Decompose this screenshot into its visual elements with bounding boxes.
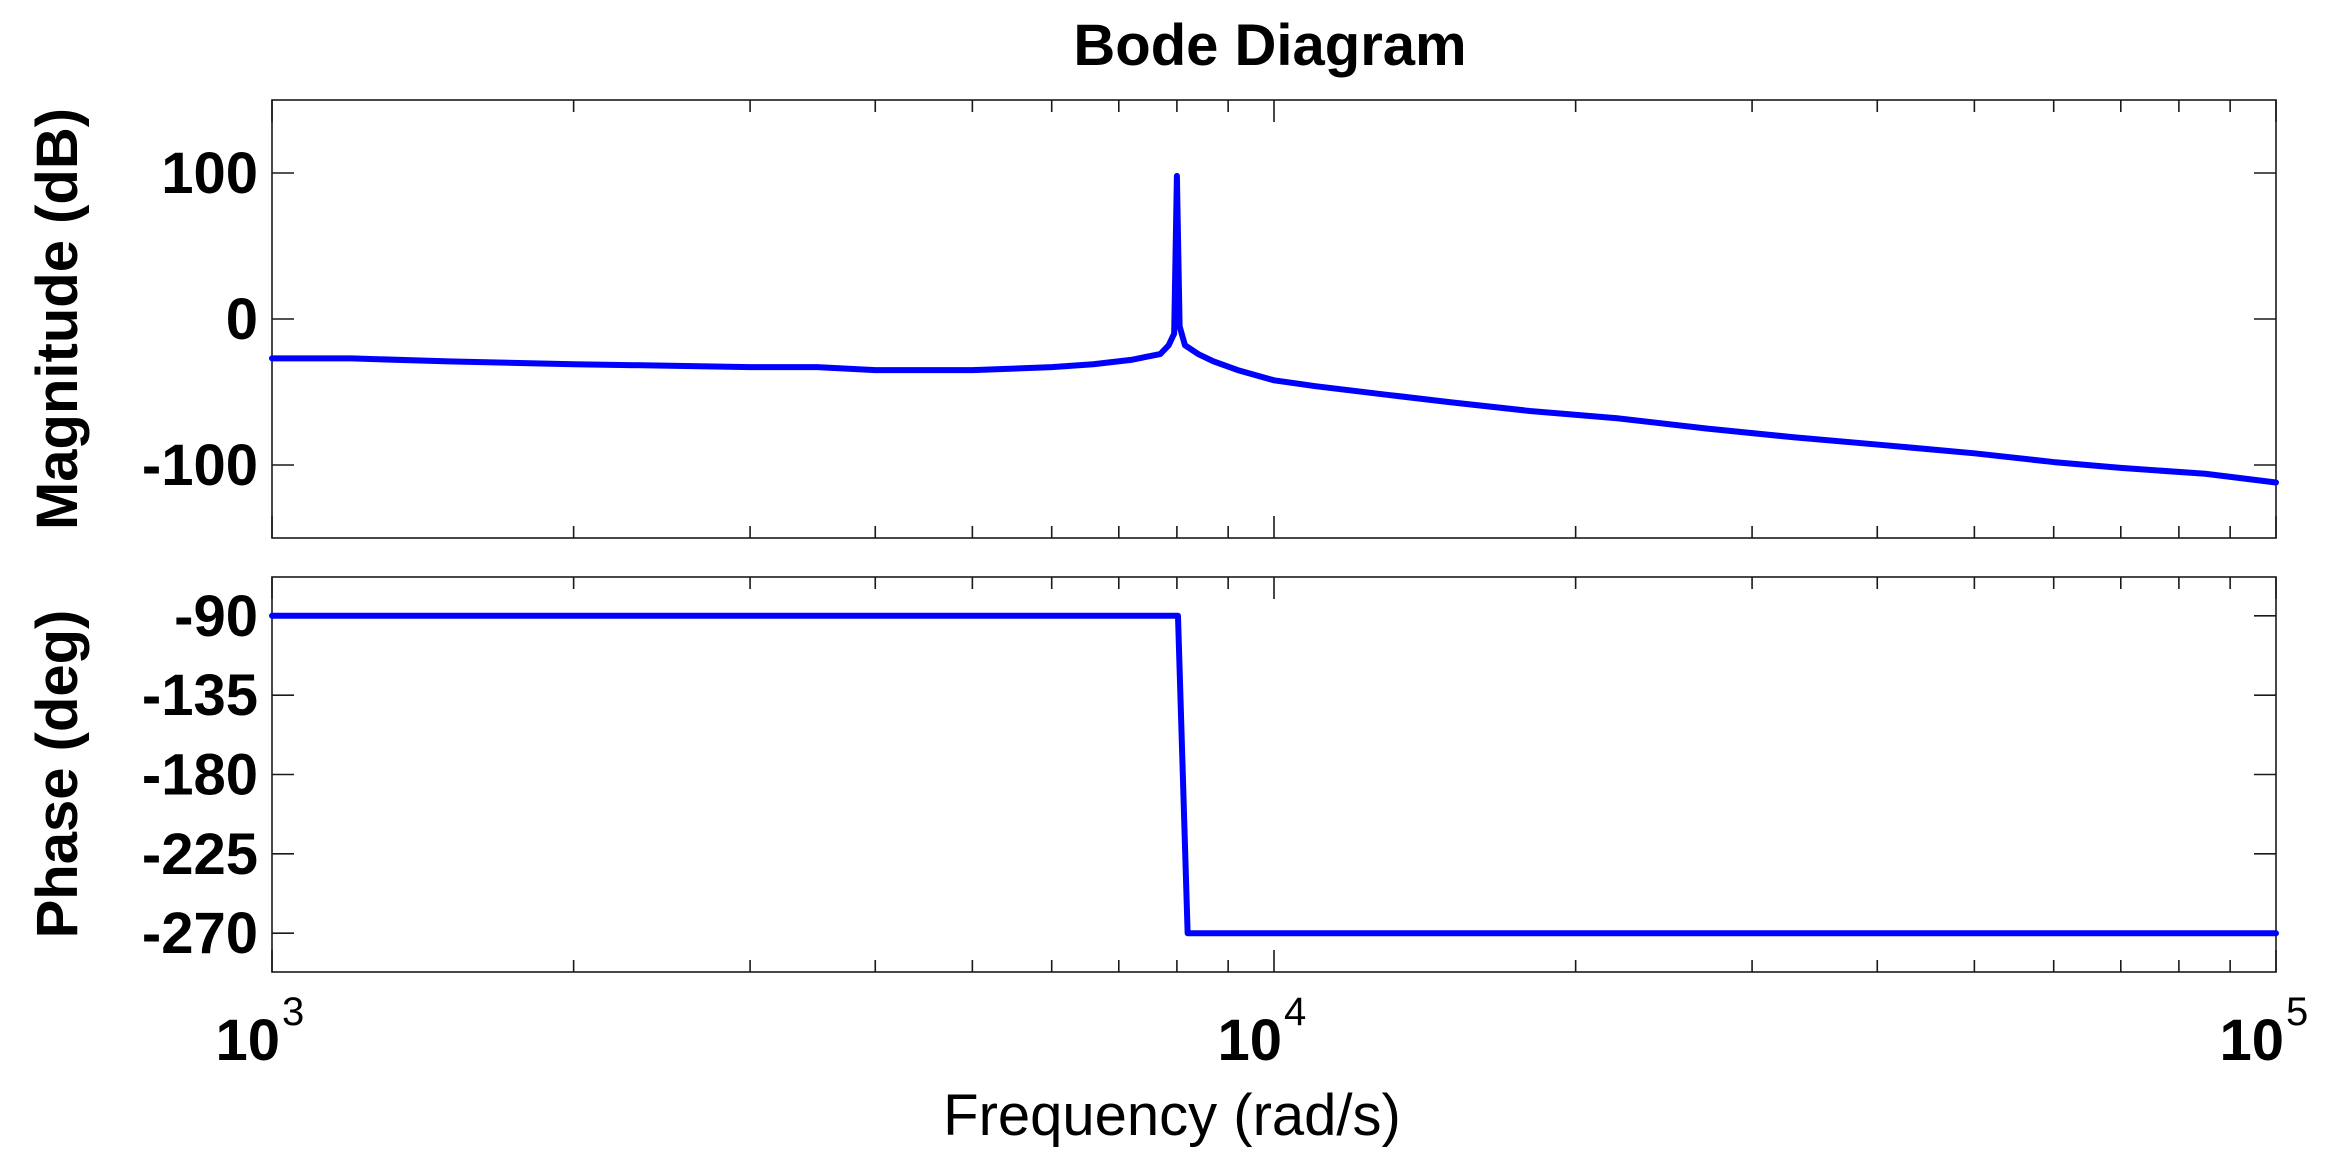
x-tick-label-exponent: 4 (1284, 990, 1306, 1034)
magnitude-y-ticks: 100 0 -100 (142, 141, 2276, 498)
magnitude-y-tick-label: 100 (161, 141, 258, 206)
magnitude-axes: 100 0 -100 Magnitude (dB) (25, 99, 2279, 539)
phase-series (269, 612, 2279, 937)
x-tick-label-base: 10 (215, 1008, 280, 1073)
magnitude-series-line (269, 172, 2279, 486)
magnitude-series (269, 172, 2279, 486)
x-tick-label-exponent: 3 (282, 990, 304, 1034)
phase-y-tick-label: -90 (174, 584, 258, 649)
phase-axes: -90 -135 -180 -225 -270 Phase (deg) (25, 576, 2279, 973)
x-tick-label-exponent: 5 (2286, 990, 2308, 1034)
x-tick-label: 10 3 (215, 990, 304, 1073)
x-axis-label: Frequency (rad/s) (943, 1083, 1401, 1148)
magnitude-plot-area (271, 99, 2277, 539)
x-tick-label-base: 10 (2219, 1008, 2284, 1073)
phase-y-ticks: -90 -135 -180 -225 -270 (142, 584, 2276, 966)
phase-y-tick-label: -135 (142, 663, 258, 728)
phase-plot-area (271, 576, 2277, 973)
magnitude-y-tick-label: -100 (142, 433, 258, 498)
phase-y-axis-label: Phase (deg) (25, 610, 90, 939)
x-tick-labels: 10 3 10 4 10 5 (215, 990, 2308, 1073)
phase-x-ticks (271, 577, 2277, 972)
chart-title: Bode Diagram (1073, 13, 1466, 78)
x-tick-label-base: 10 (1217, 1008, 1282, 1073)
magnitude-x-ticks (271, 100, 2277, 538)
magnitude-y-tick-label: 0 (226, 287, 258, 352)
phase-y-tick-label: -270 (142, 901, 258, 966)
x-tick-label: 10 5 (2219, 990, 2308, 1073)
x-tick-label: 10 4 (1217, 990, 1306, 1073)
magnitude-y-axis-label: Magnitude (dB) (25, 108, 90, 530)
phase-y-tick-label: -225 (142, 822, 258, 887)
phase-y-tick-label: -180 (142, 743, 258, 808)
phase-series-line (269, 612, 2279, 937)
